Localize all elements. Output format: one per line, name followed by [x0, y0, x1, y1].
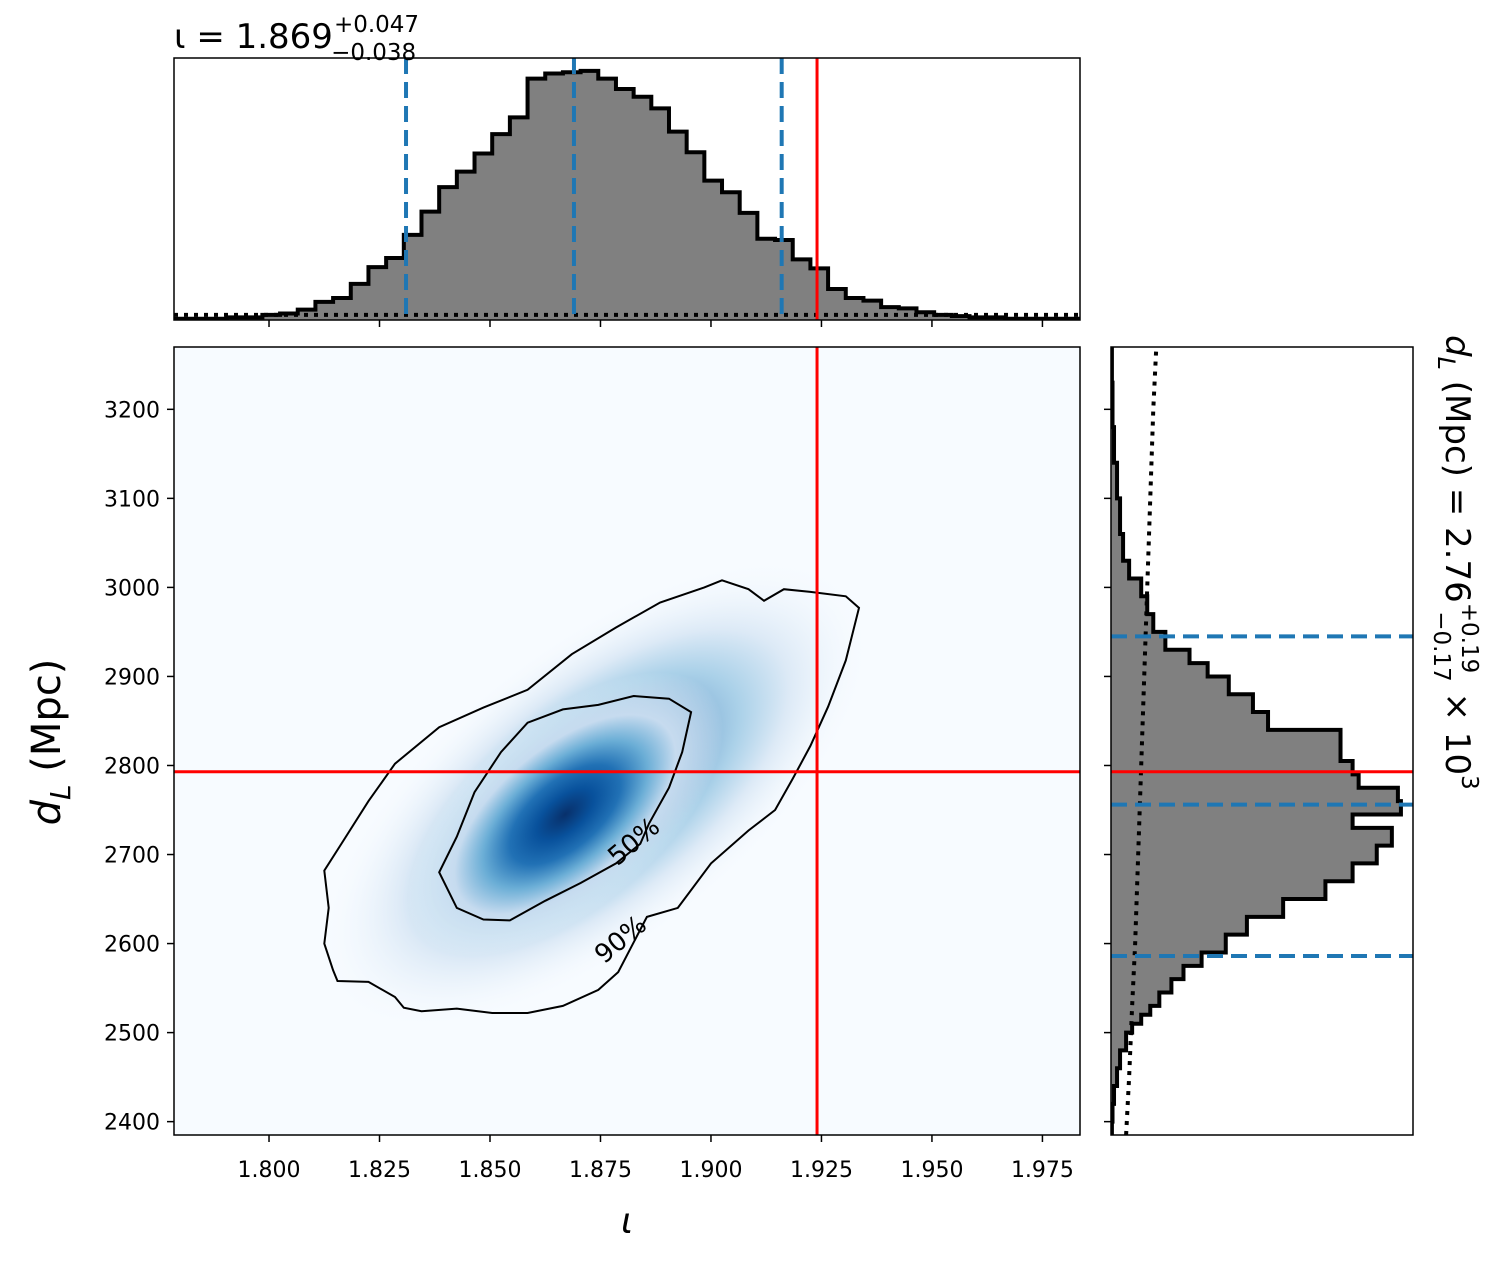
dl-title: dL (Mpc) = 2.76+0.19−0.17 × 103 — [1428, 335, 1482, 790]
density-core — [407, 672, 723, 957]
dl-title-upper: +0.19 — [1456, 603, 1482, 673]
dl-axes-frame — [1110, 346, 1414, 1136]
dl-marginal-panel: dL (Mpc) = 2.76+0.19−0.17 × 103 — [1104, 335, 1482, 1136]
y-axis-label: dL (Mpc) — [24, 659, 77, 826]
y-tick-label-7: 3100 — [104, 487, 160, 512]
y-tick-label-3: 2700 — [104, 844, 160, 869]
x-tick-label-3: 1.875 — [569, 1158, 632, 1183]
dl-histogram-edge — [1111, 347, 1403, 1135]
y-tick-label-0: 2400 — [104, 1111, 160, 1136]
x-tick-label-5: 1.925 — [790, 1158, 853, 1183]
iota-title: ι = 1.869+0.047 −0.038 — [174, 12, 419, 66]
contour-50pct — [438, 694, 693, 922]
iota-histogram-fill — [174, 70, 1080, 320]
x-axis-label: ι — [621, 1201, 633, 1242]
contour-90pct — [323, 579, 861, 1014]
iota-title-upper: +0.047 — [334, 12, 419, 38]
iota-axes-frame — [173, 57, 1081, 321]
y-tick-label-6: 3000 — [104, 576, 160, 601]
dl-title-lower: −0.17 — [1428, 611, 1454, 681]
iota-histogram-edge — [174, 68, 1080, 320]
y-tick-label-2: 2600 — [104, 933, 160, 958]
x-tick-label-2: 1.850 — [459, 1158, 522, 1183]
x-tick-label-6: 1.950 — [900, 1158, 963, 1183]
y-tick-label-1: 2500 — [104, 1022, 160, 1047]
joint-panel: 50%90% 1.800 1.825 1.850 1.875 1.900 1.925 1.9… — [24, 346, 1081, 1242]
dl-histogram-fill — [1111, 347, 1401, 1135]
joint-axes-frame — [173, 346, 1081, 1136]
x-tick-label-0: 1.800 — [238, 1158, 301, 1183]
y-tick-label-4: 2800 — [104, 754, 160, 779]
iota-title-lower: −0.038 — [331, 40, 416, 66]
x-tick-label-1: 1.825 — [348, 1158, 411, 1183]
y-tick-label-8: 3200 — [104, 398, 160, 423]
iota-marginal-panel: ι = 1.869+0.047 −0.038 — [173, 12, 1081, 327]
x-tick-label-7: 1.975 — [1011, 1158, 1074, 1183]
y-tick-label-5: 2900 — [104, 665, 160, 690]
x-tick-label-4: 1.900 — [679, 1158, 742, 1183]
